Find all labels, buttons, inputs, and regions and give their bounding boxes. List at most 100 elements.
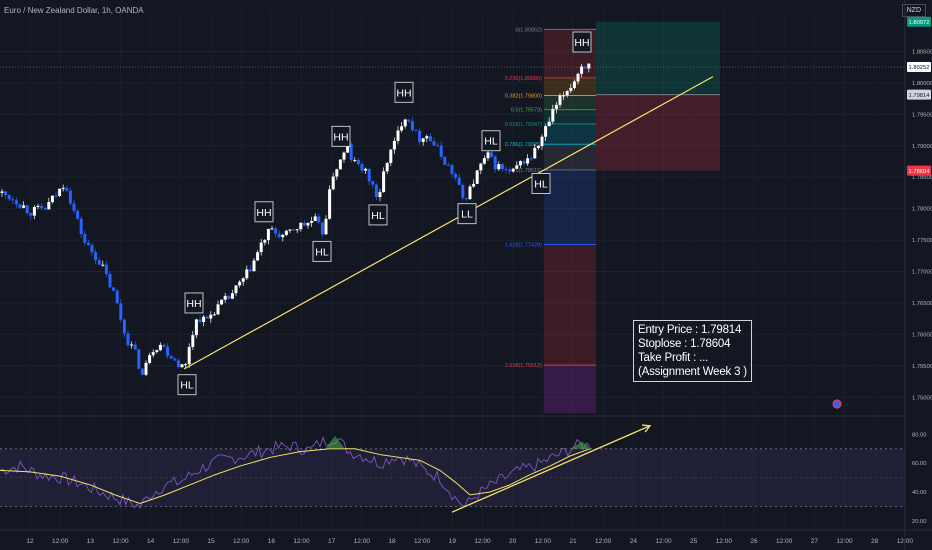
time-tick-label: 12:00: [655, 538, 672, 545]
candle: [25, 205, 29, 214]
candle: [497, 164, 501, 170]
candle: [302, 222, 306, 226]
time-tick-label: 18: [388, 538, 396, 545]
entry-price-text: Entry Price : 1.79814: [638, 324, 742, 336]
candle: [108, 273, 112, 288]
candle: [418, 130, 422, 142]
fib-level-label: 0.5(1.79573): [511, 108, 542, 114]
candle: [432, 141, 436, 146]
candle: [526, 158, 530, 164]
time-tick-label: 12:00: [836, 538, 853, 545]
time-tick-label: 12:00: [776, 538, 793, 545]
fib-zone: [544, 109, 596, 124]
time-tick-label: 16: [268, 538, 276, 545]
candle: [367, 168, 371, 182]
candle: [547, 121, 551, 127]
candle: [29, 213, 33, 216]
stoploss-text: Stoplose : 1.78604: [638, 338, 731, 350]
time-tick-label: 17: [328, 538, 336, 545]
long-position-tool[interactable]: [0, 21, 905, 171]
candle: [371, 181, 375, 185]
candle: [511, 168, 515, 172]
fibonacci-extension[interactable]: 0(1.80852) 0.236(1.80080) 0.382(1.79800) 0.…: [505, 27, 596, 413]
candle: [288, 229, 292, 231]
candle: [7, 194, 11, 200]
price-tick-label: 1.80000: [912, 81, 932, 87]
grid: [0, 10, 906, 528]
candle: [468, 186, 472, 200]
candle: [4, 191, 8, 195]
time-tick-label: 12:00: [414, 538, 431, 545]
candle: [173, 358, 177, 361]
candle: [518, 161, 522, 166]
time-tick-label: 21: [569, 538, 577, 545]
candle: [209, 314, 213, 319]
candle: [569, 87, 573, 92]
swing-label-text: HH: [574, 37, 589, 49]
time-tick-label: 27: [811, 538, 819, 545]
candle: [356, 160, 360, 165]
candle: [310, 221, 314, 223]
candle: [104, 264, 108, 274]
swing-label-text: HH: [256, 207, 271, 219]
candle: [439, 145, 443, 157]
fib-level-label: 0.236(1.80080): [505, 76, 542, 82]
candle: [292, 229, 296, 231]
candle: [277, 233, 281, 238]
candle: [515, 165, 519, 169]
price-tick-label: 1.77000: [912, 270, 932, 276]
candle: [65, 187, 69, 191]
candle: [436, 145, 440, 147]
rsi-overbought-fill: [570, 441, 592, 449]
candle: [306, 222, 310, 226]
price-tick-label: 1.80500: [912, 49, 932, 55]
fib-level-label: 0.618(1.79347): [505, 122, 542, 128]
price-tick-label: 1.76000: [912, 332, 932, 338]
candle: [414, 130, 418, 132]
candle: [11, 199, 15, 201]
candle: [353, 160, 357, 162]
candle: [454, 173, 458, 178]
trendline[interactable]: [183, 76, 714, 370]
swing-label-text: HH: [396, 87, 411, 99]
price-label-badge: [907, 165, 931, 176]
price-tick-label: 1.79500: [912, 112, 932, 118]
price-label-text: 1.80972: [909, 20, 930, 26]
candle: [86, 242, 90, 246]
trade-info-box[interactable]: Entry Price : 1.79814 Stoplose : 1.78604…: [633, 320, 752, 382]
swing-label-box: [254, 201, 274, 223]
price-label-text: 1.78604: [909, 169, 931, 175]
candle: [40, 205, 44, 209]
swing-label-text: HL: [534, 178, 548, 190]
swing-label-box: [331, 125, 351, 147]
price-label-badge: [907, 62, 931, 73]
candle: [155, 350, 159, 353]
candle: [245, 269, 249, 279]
swing-label-text: HL: [315, 246, 329, 258]
fib-level-label: 1(1.78615): [515, 168, 542, 174]
swing-label-box: [572, 31, 592, 53]
price-tick-label: 1.75000: [912, 395, 932, 401]
price-label-text: 1.80252: [909, 65, 930, 71]
swing-label-text: LL: [461, 209, 473, 221]
fib-zone: [544, 169, 596, 245]
candle: [400, 126, 404, 131]
candle: [166, 346, 170, 357]
currency-badge[interactable]: NZD: [901, 4, 926, 17]
swing-label-text: HL: [484, 136, 498, 148]
uptrend-line: [183, 76, 714, 370]
candle: [101, 264, 105, 266]
candle: [403, 119, 407, 127]
rsi-tick-label: 40.00: [912, 490, 927, 496]
candle: [540, 136, 544, 147]
swing-label-text: HH: [186, 298, 201, 310]
candlestick-series: [0, 63, 591, 377]
candle: [457, 177, 461, 185]
assignment-note-text: (Assignment Week 3 ): [638, 366, 747, 378]
candle: [248, 269, 252, 272]
candle: [270, 228, 274, 230]
candle: [346, 144, 350, 153]
candle: [479, 163, 483, 171]
